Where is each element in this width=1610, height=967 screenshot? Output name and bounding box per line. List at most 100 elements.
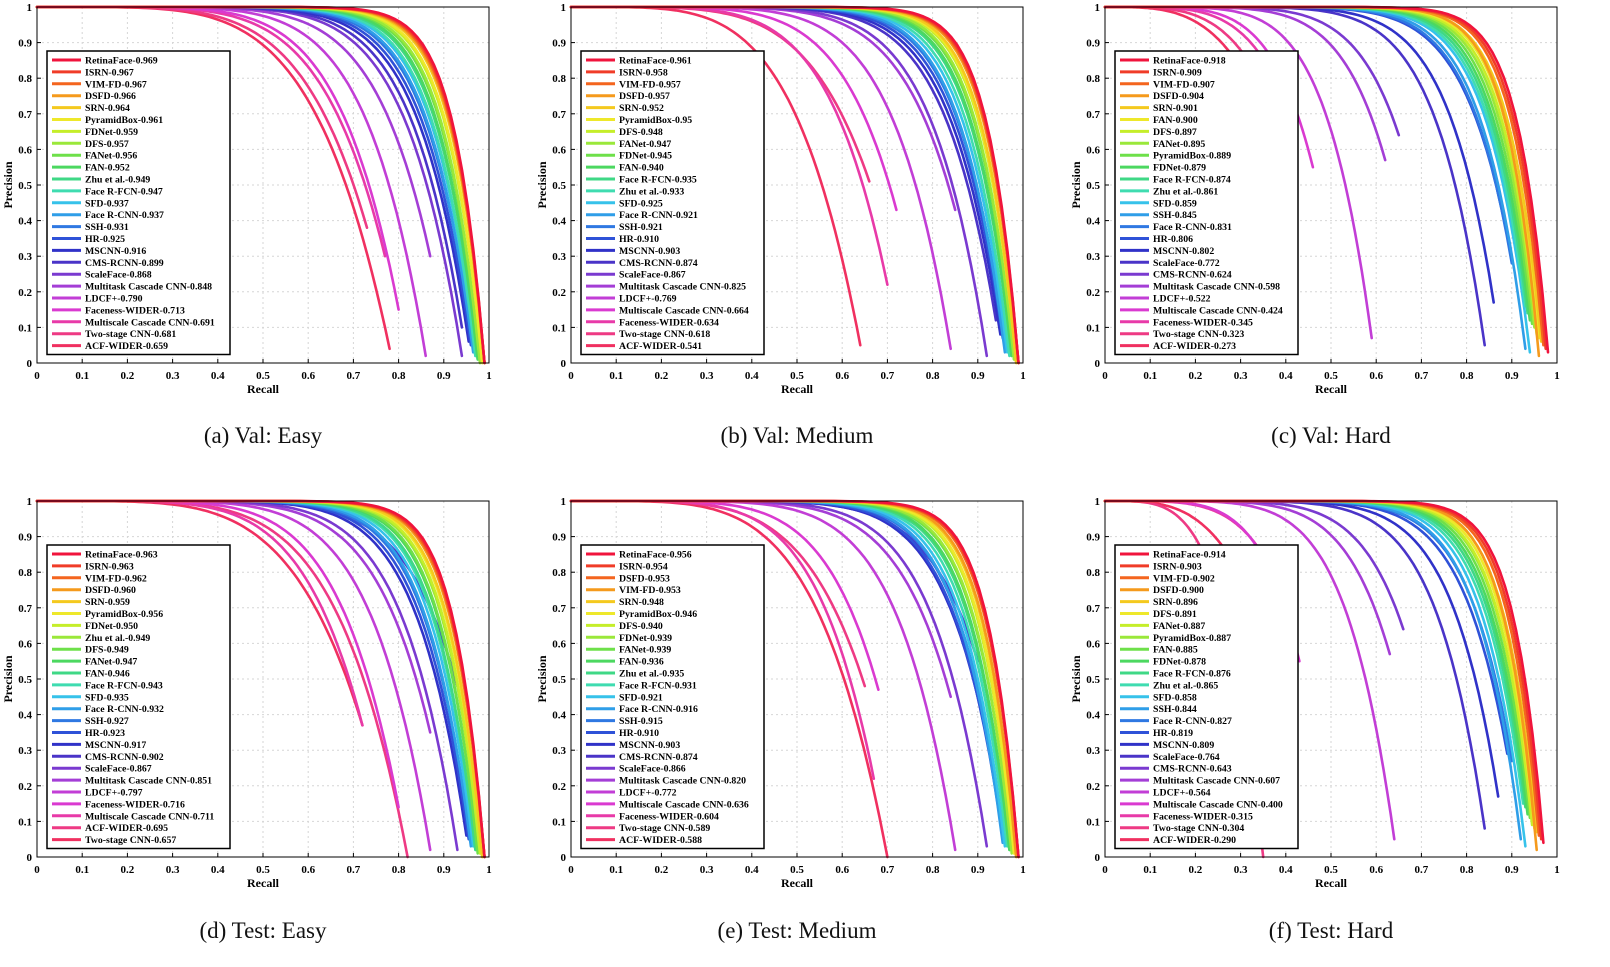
legend-entry: SSH-0.927 [85,716,129,727]
axes-frame [36,6,490,364]
x-tick-label: 0.9 [437,370,451,382]
legend-entry: SRN-0.901 [1153,103,1198,114]
x-tick-label: 0.9 [1505,864,1519,876]
x-tick-label: 0 [1102,864,1108,876]
y-tick-label: 1 [27,496,33,508]
y-tick-label: 1 [1095,496,1101,508]
y-tick-label: 0 [27,852,33,864]
x-tick-label: 0.7 [347,370,361,382]
legend-entry: DFS-0.897 [1153,127,1197,138]
y-tick-label: 0.6 [1086,144,1100,156]
legend-entry: HR-0.819 [1153,728,1193,739]
legend-entry: Two-stage CNN-0.589 [619,823,710,834]
legend-entry: RetinaFace-0.961 [619,56,692,67]
x-tick-label: 1 [486,370,492,382]
legend-entry: FANet-0.947 [619,139,671,150]
legend-entry: SRN-0.952 [619,103,664,114]
y-tick-label: 0.5 [552,674,566,686]
y-tick-label: 0.7 [18,109,32,121]
x-axis-label: Recall [1315,876,1348,890]
y-tick-label: 0.4 [1086,710,1100,722]
legend-entry: Multiscale Cascade CNN-0.424 [1153,305,1283,316]
x-tick-label: 0.1 [609,864,623,876]
legend-entry: VIM-FD-0.907 [1153,79,1215,90]
y-tick-label: 0.3 [18,251,32,263]
legend-entry: SFD-0.925 [619,198,663,209]
legend-entry: SSH-0.921 [619,222,663,233]
legend-entry: Zhu et al.-0.949 [85,633,150,644]
legend-entry: ScaleFace-0.772 [1153,258,1220,269]
x-tick-label: 0.8 [392,864,406,876]
legend-entry: Multitask Cascade CNN-0.820 [619,776,746,787]
x-tick-label: 0.9 [1505,370,1519,382]
y-tick-label: 1 [561,496,567,508]
y-tick-label: 0.9 [1086,38,1100,50]
legend-entry: CMS-RCNN-0.643 [1153,764,1232,775]
y-tick-label: 0.4 [18,710,32,722]
x-tick-label: 0.4 [1279,370,1293,382]
legend-entry: Face R-CNN-0.827 [1153,716,1232,727]
y-tick-label: 0.7 [18,603,32,615]
x-axis-label: Recall [247,382,280,396]
legend-entry: Two-stage CNN-0.323 [1153,329,1244,340]
legend-entry: SFD-0.937 [85,198,129,209]
legend-entry: SRN-0.964 [85,103,130,114]
y-tick-label: 0.4 [1086,216,1100,228]
y-tick-label: 0.2 [1086,287,1100,299]
y-tick-label: 0.7 [552,109,566,121]
legend-entry: SSH-0.845 [1153,210,1197,221]
legend-entry: FDNet-0.878 [1153,657,1206,668]
y-tick-label: 0.1 [18,322,32,334]
x-tick-label: 0.3 [166,864,180,876]
y-tick-label: 0.6 [552,144,566,156]
x-tick-label: 0.6 [835,864,849,876]
legend-entry: ACF-WIDER-0.290 [1153,835,1236,846]
y-tick-label: 0.8 [18,73,32,85]
x-tick-label: 0.1 [75,864,89,876]
x-tick-label: 1 [1554,370,1560,382]
legend-entry: MSCNN-0.916 [85,246,146,257]
x-tick-label: 0.3 [700,370,714,382]
y-tick-label: 1 [27,2,33,14]
legend-entry: SFD-0.921 [619,692,663,703]
y-axis-label: Precision [1069,655,1083,702]
legend-entry: HR-0.806 [1153,234,1193,245]
x-tick-label: 0.5 [256,864,270,876]
legend-entry: ACF-WIDER-0.541 [619,341,702,352]
x-tick-label: 0.5 [790,370,804,382]
legend-entry: FANet-0.947 [85,657,137,668]
axes-frame [36,500,490,858]
legend-entry: Multitask Cascade CNN-0.825 [619,282,746,293]
y-tick-label: 0.5 [1086,180,1100,192]
legend-entry: FAN-0.936 [619,657,664,668]
x-axis-label: Recall [1315,382,1348,396]
y-tick-label: 0.6 [18,638,32,650]
x-tick-label: 0.7 [881,370,895,382]
x-tick-label: 0.2 [1189,864,1203,876]
y-tick-label: 0.5 [18,180,32,192]
legend-entry: Faceness-WIDER-0.345 [1153,317,1253,328]
y-tick-label: 0.3 [1086,251,1100,263]
x-tick-label: 0.8 [392,370,406,382]
legend-entry: Faceness-WIDER-0.634 [619,317,719,328]
y-tick-label: 0.4 [552,216,566,228]
legend-entry: Zhu et al.-0.949 [85,175,150,186]
legend-entry: ISRN-0.963 [85,561,134,572]
legend-entry: DSFD-0.957 [619,91,670,102]
legend-entry: RetinaFace-0.969 [85,56,158,67]
legend-entry: FAN-0.900 [1153,115,1198,126]
x-tick-label: 0.1 [1143,864,1157,876]
y-tick-label: 0.9 [1086,532,1100,544]
legend-entry: Zhu et al.-0.935 [619,669,684,680]
legend-entry: Face R-CNN-0.937 [85,210,164,221]
x-tick-label: 0.3 [700,864,714,876]
x-tick-label: 0.9 [971,864,985,876]
legend-entry: SFD-0.859 [1153,198,1197,209]
panel-f: 0 0.1 0.2 0.3 0.4 0.5 0.6 0.7 0.8 0.9 1 0 0.1 0.2 0.3 0… [1069,496,1560,890]
y-tick-label: 0 [1095,358,1101,370]
y-tick-label: 0.1 [552,816,566,828]
x-tick-label: 0.1 [1143,370,1157,382]
legend-entry: DSFD-0.960 [85,585,136,596]
x-tick-label: 0.3 [1234,370,1248,382]
